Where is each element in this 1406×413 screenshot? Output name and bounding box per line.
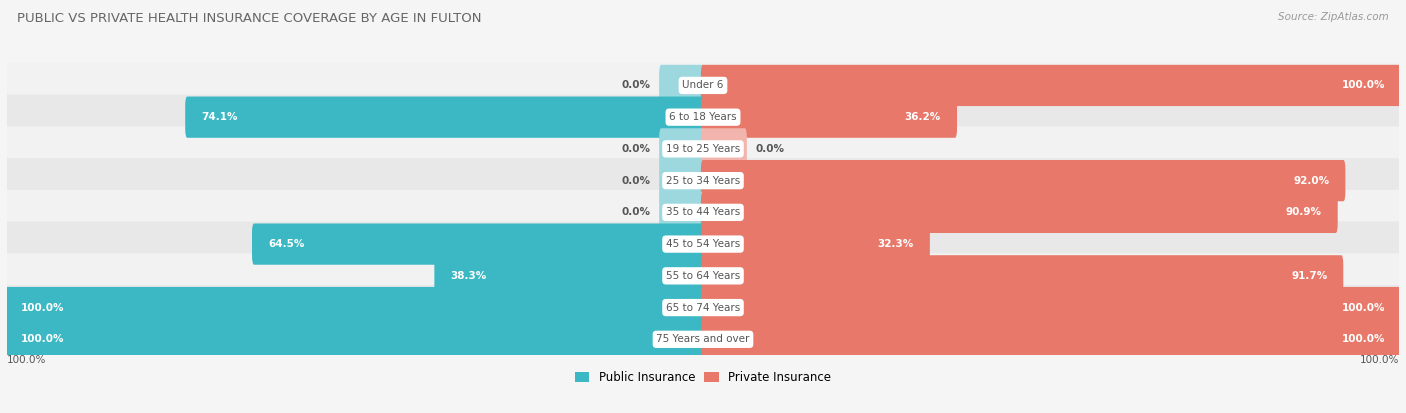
Text: 65 to 74 Years: 65 to 74 Years: [666, 303, 740, 313]
FancyBboxPatch shape: [6, 190, 1400, 235]
Text: 74.1%: 74.1%: [201, 112, 238, 122]
FancyBboxPatch shape: [702, 319, 1400, 360]
Text: 64.5%: 64.5%: [269, 239, 304, 249]
Text: 100.0%: 100.0%: [21, 303, 65, 313]
Text: 100.0%: 100.0%: [1341, 81, 1385, 90]
FancyBboxPatch shape: [702, 97, 957, 138]
FancyBboxPatch shape: [6, 285, 1400, 330]
Text: 100.0%: 100.0%: [7, 355, 46, 365]
FancyBboxPatch shape: [6, 319, 704, 360]
Text: 25 to 34 Years: 25 to 34 Years: [666, 176, 740, 185]
FancyBboxPatch shape: [6, 221, 1400, 267]
Text: 0.0%: 0.0%: [621, 207, 651, 217]
Text: 36.2%: 36.2%: [905, 112, 941, 122]
FancyBboxPatch shape: [702, 192, 1337, 233]
FancyBboxPatch shape: [659, 65, 704, 106]
FancyBboxPatch shape: [6, 63, 1400, 108]
Text: 100.0%: 100.0%: [1341, 334, 1385, 344]
FancyBboxPatch shape: [659, 192, 704, 233]
Text: Under 6: Under 6: [682, 81, 724, 90]
Text: 100.0%: 100.0%: [21, 334, 65, 344]
FancyBboxPatch shape: [659, 160, 704, 201]
Text: 92.0%: 92.0%: [1294, 176, 1330, 185]
FancyBboxPatch shape: [6, 253, 1400, 298]
FancyBboxPatch shape: [6, 287, 704, 328]
FancyBboxPatch shape: [659, 128, 704, 169]
Text: 55 to 64 Years: 55 to 64 Years: [666, 271, 740, 281]
Text: 32.3%: 32.3%: [877, 239, 914, 249]
FancyBboxPatch shape: [6, 158, 1400, 203]
FancyBboxPatch shape: [252, 223, 704, 265]
FancyBboxPatch shape: [702, 255, 1343, 297]
FancyBboxPatch shape: [6, 317, 1400, 362]
Text: 0.0%: 0.0%: [621, 144, 651, 154]
Text: 100.0%: 100.0%: [1360, 355, 1399, 365]
Text: 0.0%: 0.0%: [621, 176, 651, 185]
Text: Source: ZipAtlas.com: Source: ZipAtlas.com: [1278, 12, 1389, 22]
FancyBboxPatch shape: [6, 126, 1400, 171]
Text: 0.0%: 0.0%: [621, 81, 651, 90]
Legend: Public Insurance, Private Insurance: Public Insurance, Private Insurance: [571, 366, 835, 389]
Text: 6 to 18 Years: 6 to 18 Years: [669, 112, 737, 122]
Text: 100.0%: 100.0%: [1341, 303, 1385, 313]
FancyBboxPatch shape: [702, 128, 747, 169]
Text: PUBLIC VS PRIVATE HEALTH INSURANCE COVERAGE BY AGE IN FULTON: PUBLIC VS PRIVATE HEALTH INSURANCE COVER…: [17, 12, 481, 25]
Text: 45 to 54 Years: 45 to 54 Years: [666, 239, 740, 249]
Text: 38.3%: 38.3%: [450, 271, 486, 281]
FancyBboxPatch shape: [6, 95, 1400, 140]
Text: 0.0%: 0.0%: [755, 144, 785, 154]
FancyBboxPatch shape: [702, 65, 1400, 106]
Text: 19 to 25 Years: 19 to 25 Years: [666, 144, 740, 154]
FancyBboxPatch shape: [434, 255, 704, 297]
FancyBboxPatch shape: [702, 160, 1346, 201]
FancyBboxPatch shape: [186, 97, 704, 138]
Text: 90.9%: 90.9%: [1285, 207, 1322, 217]
Text: 75 Years and over: 75 Years and over: [657, 334, 749, 344]
FancyBboxPatch shape: [702, 287, 1400, 328]
Text: 35 to 44 Years: 35 to 44 Years: [666, 207, 740, 217]
FancyBboxPatch shape: [702, 223, 929, 265]
Text: 91.7%: 91.7%: [1291, 271, 1327, 281]
